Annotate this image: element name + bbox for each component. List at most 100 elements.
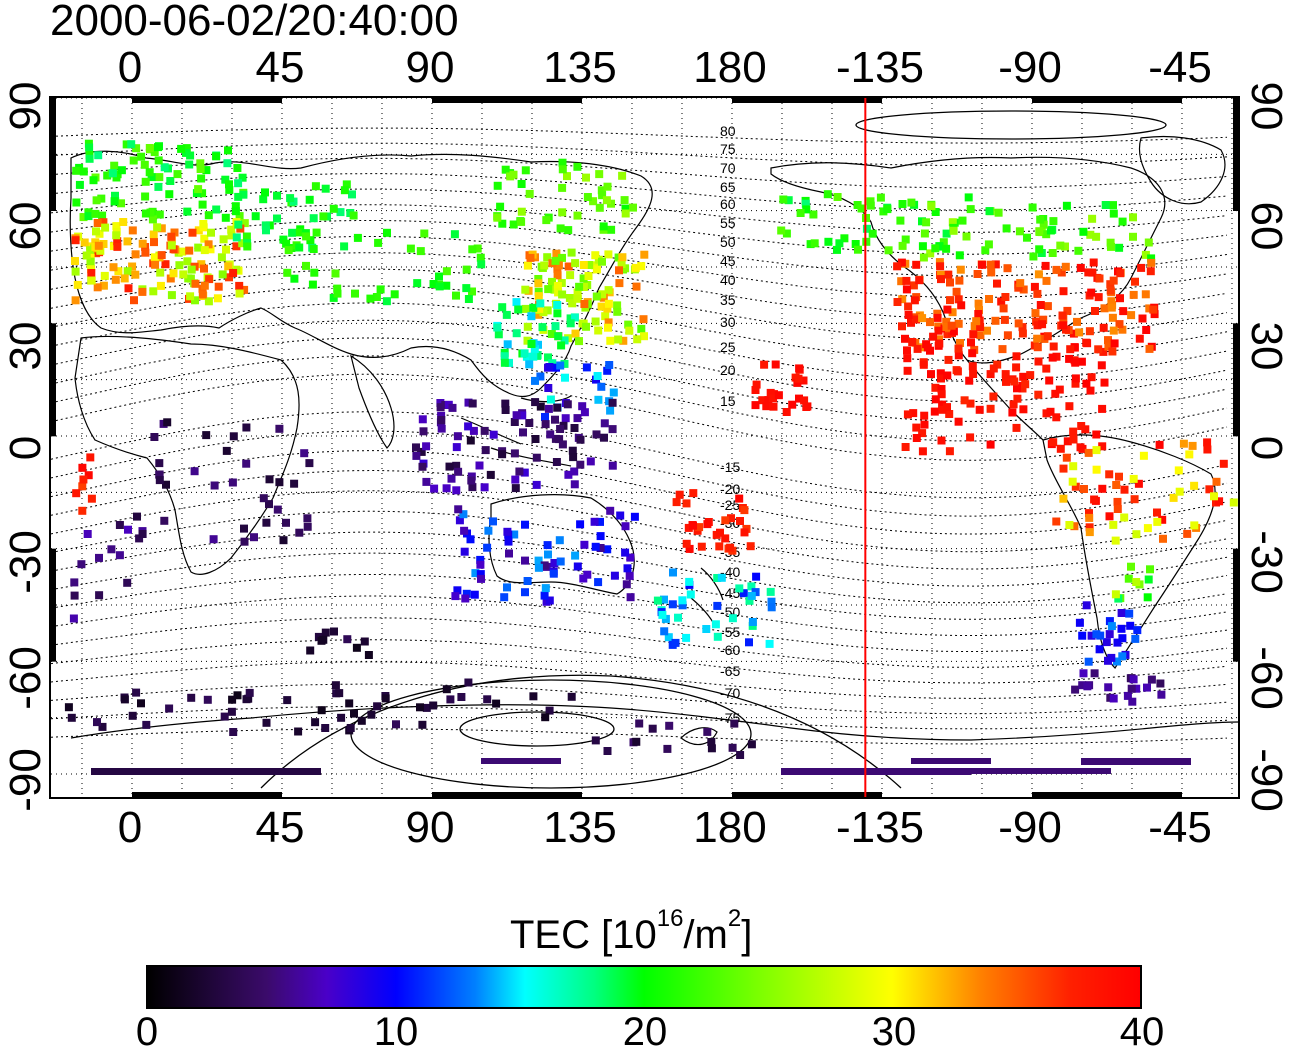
tec-cell xyxy=(632,282,641,291)
tec-cell xyxy=(1082,601,1091,610)
tec-cell xyxy=(989,364,998,373)
tec-cell xyxy=(553,282,562,290)
tec-cell xyxy=(92,196,101,205)
tec-cell xyxy=(519,428,527,437)
tec-cell xyxy=(493,181,502,190)
tec-cell xyxy=(1104,342,1113,351)
tec-cell xyxy=(954,351,963,360)
tec-cell xyxy=(489,517,497,526)
tec-polar-band xyxy=(91,768,321,775)
tec-cell xyxy=(541,584,550,593)
tec-cell xyxy=(1119,307,1128,316)
tec-cell xyxy=(311,182,320,191)
tec-cell xyxy=(1109,201,1117,210)
tec-cell xyxy=(227,231,236,240)
tec-cell xyxy=(1058,311,1067,320)
tec-cell xyxy=(541,713,550,722)
tec-cell xyxy=(390,290,399,299)
tec-cell xyxy=(476,555,485,564)
tec-cell xyxy=(1038,320,1047,329)
tec-cell xyxy=(660,595,668,604)
left-lat-tick: -30 xyxy=(1,530,50,594)
frame-tick-bands xyxy=(51,98,1238,797)
tec-cell xyxy=(197,174,206,183)
tec-cell xyxy=(543,541,552,550)
tec-cell xyxy=(1034,357,1043,366)
tec-cell xyxy=(194,243,203,252)
tec-cell xyxy=(452,291,460,300)
tec-cell xyxy=(764,396,773,405)
tec-cell xyxy=(606,506,615,515)
tec-cell xyxy=(417,447,426,456)
tec-cell xyxy=(1066,345,1075,354)
tec-cell xyxy=(555,536,564,545)
tec-cell xyxy=(948,218,957,227)
tec-cell xyxy=(609,388,618,397)
tec-cell xyxy=(1175,487,1184,496)
tec-cell xyxy=(1063,437,1072,446)
tec-cell xyxy=(1039,220,1048,229)
tec-cell xyxy=(603,747,612,755)
tec-cell xyxy=(442,281,451,290)
tec-cell xyxy=(748,618,757,626)
tec-cell xyxy=(80,238,89,247)
tec-cell xyxy=(452,461,461,470)
tec-cell xyxy=(1090,669,1099,678)
tec-cell xyxy=(689,489,698,498)
tec-cell xyxy=(1056,241,1065,250)
colorbar-tick: 20 xyxy=(622,1010,668,1054)
tec-cell xyxy=(1069,329,1078,338)
tec-cell xyxy=(603,366,612,375)
bottom-lon-tick: 90 xyxy=(405,803,455,852)
top-lon-tick: -45 xyxy=(1148,43,1212,92)
tec-cell xyxy=(498,219,507,228)
tec-cell xyxy=(600,433,608,442)
tec-cell xyxy=(621,204,630,213)
tec-cell xyxy=(420,229,429,238)
tec-cell xyxy=(498,450,507,459)
tec-cell xyxy=(470,590,479,599)
tec-cell xyxy=(1108,313,1117,322)
tec-cell xyxy=(1112,481,1121,489)
tec-cell xyxy=(178,247,187,256)
tec-cell xyxy=(933,309,942,318)
tec-cell xyxy=(944,355,953,364)
tec-cell xyxy=(82,251,91,260)
mlat-contour xyxy=(51,373,1228,461)
tec-cell xyxy=(735,584,744,593)
tec-cell xyxy=(1071,685,1080,694)
tec-cell xyxy=(1120,485,1129,494)
tec-cell xyxy=(93,219,102,227)
tec-cell xyxy=(566,271,575,280)
tec-cell xyxy=(558,290,567,299)
right-lat-tick: 30 xyxy=(1242,322,1291,371)
tec-cell xyxy=(1059,464,1068,473)
tec-cell xyxy=(295,528,304,537)
tec-cell xyxy=(1077,422,1086,430)
tec-cell xyxy=(127,140,136,149)
tec-cell xyxy=(567,248,576,257)
tec-cell xyxy=(156,281,165,290)
tec-cell xyxy=(989,392,998,401)
tec-cell xyxy=(319,212,328,221)
tec-cell xyxy=(510,418,519,426)
tec-cell xyxy=(592,265,601,274)
tec-cell xyxy=(464,678,473,687)
tec-cell xyxy=(747,582,756,591)
tec-cell xyxy=(435,272,443,281)
tec-cell xyxy=(955,276,964,285)
tec-cell xyxy=(618,171,627,180)
tec-cell xyxy=(935,335,943,344)
tec-cell xyxy=(273,505,282,514)
tec-cell xyxy=(392,720,400,729)
tec-cell xyxy=(422,703,431,712)
tec-cell xyxy=(595,203,604,212)
tec-cell xyxy=(416,247,425,256)
tec-cell xyxy=(907,198,916,207)
tec-cell xyxy=(1033,321,1042,330)
tec-cell xyxy=(954,417,963,426)
tec-cell xyxy=(1012,423,1021,432)
tec-cell xyxy=(477,260,486,269)
colorbar-title-mid: /m xyxy=(683,913,728,957)
tec-cell xyxy=(1079,227,1088,236)
